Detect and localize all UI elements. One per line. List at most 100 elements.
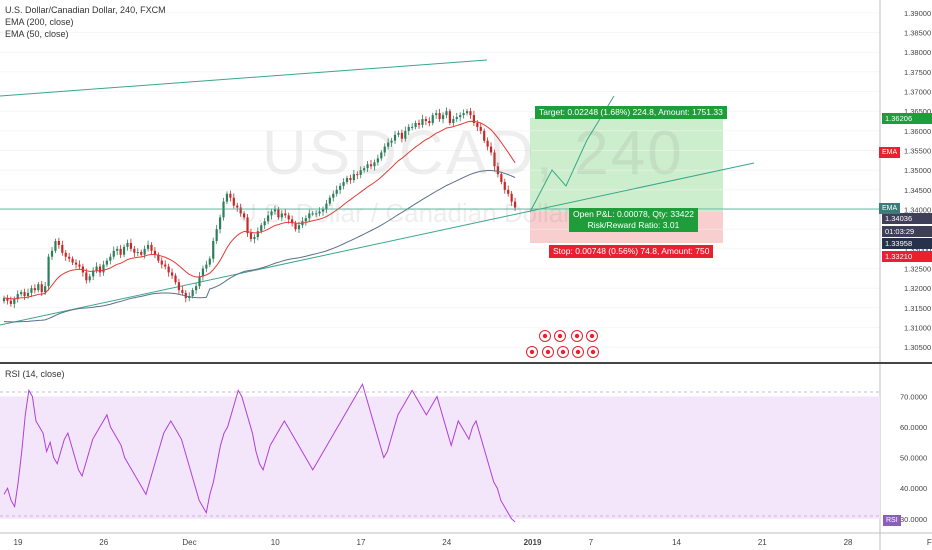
lower-trendline[interactable] (0, 162, 755, 326)
ema200-axis-tag: EMA (879, 203, 901, 214)
candle-body (332, 193, 335, 198)
candle-body (397, 132, 400, 135)
candle-body (291, 219, 294, 224)
candle-body (143, 248, 146, 255)
candle-body (260, 225, 263, 232)
candle-body (363, 168, 366, 171)
event-dot-icon (574, 333, 580, 339)
candle-body (284, 213, 287, 216)
candle-body (328, 197, 331, 204)
candle-body (167, 266, 170, 273)
price-tick-label: 1.37500 (904, 68, 931, 77)
candle-body (356, 174, 359, 176)
price-tick-label: 1.31000 (904, 324, 931, 333)
time-tick-label: 14 (672, 538, 681, 547)
candle-body (496, 166, 500, 175)
candle-body (294, 223, 297, 230)
candle-body (232, 197, 235, 206)
candle-body (335, 189, 338, 194)
candle-body (126, 242, 129, 247)
candle-body (469, 111, 472, 116)
candle-body (105, 260, 108, 265)
candle-body (57, 240, 60, 245)
ema-price-tag: 1.33958 (882, 238, 932, 249)
candle-body (109, 256, 112, 261)
candle-body (212, 240, 215, 259)
candle-body (387, 142, 390, 147)
candle-body (140, 251, 143, 255)
price-tick-label: 1.32000 (904, 284, 931, 293)
price-tick-label: 1.38000 (904, 48, 931, 57)
time-tick-label: 28 (844, 538, 853, 547)
time-axis[interactable]: 1926Dec10172420197142128Feb6 (14, 538, 932, 547)
rsi-axis[interactable]: 70.0000 60.0000 50.0000 40.0000 30.0000 (900, 392, 927, 523)
price-tick-label: 1.35500 (904, 147, 931, 156)
candle-body (297, 225, 301, 230)
price-tick-label: 1.36500 (904, 107, 931, 116)
candle-body (349, 178, 352, 181)
candle-body (287, 215, 290, 220)
candle-body (146, 244, 150, 249)
candle-body (376, 158, 379, 163)
candle-body (311, 213, 314, 215)
open-pl-text: Open P&L: 0.00078, Qty: 33422 (573, 209, 694, 219)
time-tick-label: 24 (442, 538, 451, 547)
candle-body (431, 115, 434, 123)
stop-label[interactable]: Stop: 0.00748 (0.56%) 74.8, Amount: 750 (549, 245, 714, 258)
symbol-title: U.S. Dollar/Canadian Dollar, 240, FXCM (5, 5, 166, 15)
price-axis[interactable]: 1.39000 1.38500 1.38000 1.37500 1.37000 1.365… (904, 9, 931, 352)
rsi-legend[interactable]: RSI (14, close) (5, 369, 65, 379)
event-dot-icon (560, 349, 566, 355)
candle-body (119, 248, 122, 255)
candle-body (339, 185, 342, 190)
open-pl-label[interactable]: Open P&L: 0.00078, Qty: 33422 Risk/Rewar… (569, 208, 698, 232)
candle-body (352, 174, 355, 181)
candle-body (205, 264, 208, 269)
candle-body (452, 119, 455, 123)
trendlines (0, 59, 755, 326)
upper-trendline[interactable] (0, 59, 488, 97)
candle-body (157, 254, 160, 261)
event-dot-icon (557, 333, 563, 339)
candle-body (44, 286, 47, 293)
candle-body (404, 130, 407, 139)
economic-events[interactable] (526, 330, 599, 358)
ema200-legend[interactable]: EMA (200, close) (5, 17, 74, 27)
candle-body (13, 299, 16, 304)
risk-reward-text: Risk/Reward Ratio: 3.01 (587, 220, 680, 230)
ema50-legend[interactable]: EMA (50, close) (5, 29, 69, 39)
price-gridlines (0, 12, 880, 348)
last-price-tag: 1.34036 (882, 213, 932, 224)
stop-price-tag: 1.33210 (882, 251, 932, 262)
time-tick-label: 26 (99, 538, 108, 547)
candle-body (122, 246, 126, 255)
rsi-tick-label: 60.0000 (900, 423, 927, 432)
candle-body (476, 122, 479, 127)
candle-body (304, 218, 307, 222)
price-tick-label: 1.34000 (904, 206, 931, 215)
rsi-line (3, 382, 516, 523)
target-label[interactable]: Target: 0.02248 (1.68%) 224.8, Amount: 1… (535, 106, 727, 119)
candle-body (273, 209, 277, 212)
candle-body (486, 140, 489, 147)
candle-body (459, 115, 462, 118)
candle-body (267, 215, 270, 222)
candle-body (342, 181, 345, 186)
candle-body (170, 272, 174, 276)
time-tick-label: 17 (357, 538, 366, 547)
candle-body (503, 181, 506, 190)
price-pane[interactable] (0, 0, 880, 363)
price-tick-label: 1.36000 (904, 127, 931, 136)
candle-body (64, 252, 67, 257)
candle-body (380, 152, 383, 159)
candle-body (225, 193, 229, 202)
candle-body (510, 193, 513, 202)
price-tick-label: 1.33000 (904, 245, 931, 254)
candle-body (229, 193, 232, 198)
candle-body (218, 217, 222, 230)
candle-body (277, 209, 280, 218)
price-tick-label: 1.37000 (904, 88, 931, 97)
candle-body (68, 256, 71, 259)
candle-body (308, 213, 311, 219)
